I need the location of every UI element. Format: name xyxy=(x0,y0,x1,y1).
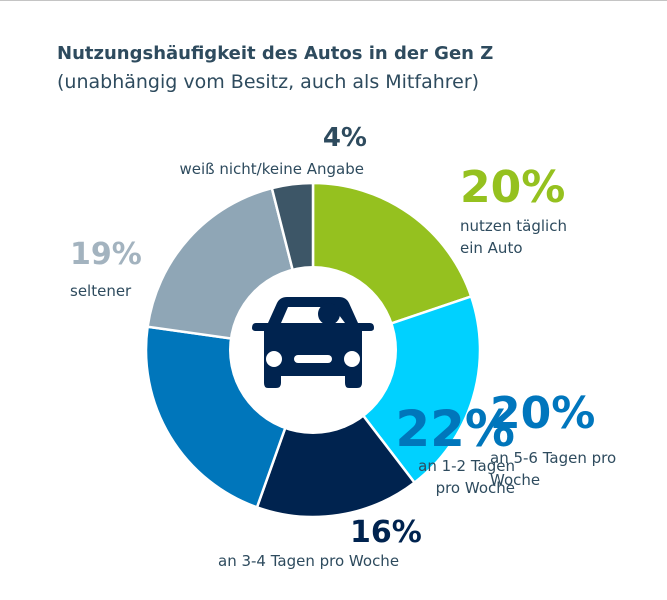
donut-slice-2 xyxy=(255,347,417,519)
car-with-driver-icon xyxy=(252,297,374,388)
slice-category-label: nutzen täglich ein Auto xyxy=(460,215,567,259)
chart-subtitle: (unabhängig vom Besitz, auch als Mitfahr… xyxy=(57,71,480,93)
slice-category-label: an 1-2 Tagen pro Woche xyxy=(418,455,515,499)
slice-category-label: weiß nicht/keine Angabe xyxy=(179,158,364,180)
slice-percent-label: 22% xyxy=(395,400,515,458)
slice-label-line: an 1-2 Tagen xyxy=(418,457,515,475)
slice-category-label: seltener xyxy=(70,280,131,302)
slice-category-label: an 3-4 Tagen pro Woche xyxy=(218,550,399,572)
slice-label-line: weiß nicht/keine Angabe xyxy=(179,160,364,178)
top-divider xyxy=(0,0,667,1)
chart-title-block: Nutzungshäufigkeit des Autos in der Gen … xyxy=(57,40,493,96)
slice-label-line: Woche xyxy=(490,471,541,489)
slice-label-line: an 3-4 Tagen pro Woche xyxy=(218,552,400,570)
slice-label-line: seltener xyxy=(70,282,132,300)
slice-percent-label: 20% xyxy=(460,162,566,213)
slice-percent-label: 4% xyxy=(322,123,367,153)
slice-label-line: ein Auto xyxy=(460,239,523,257)
slice-percent-label: 19% xyxy=(70,237,142,272)
slice-label-line: nutzen täglich xyxy=(460,217,567,235)
slice-category-label: an 5-6 Tagen pro Woche xyxy=(490,447,616,491)
slice-percent-label: 20% xyxy=(490,388,596,439)
slice-percent-label: 16% xyxy=(350,515,422,550)
slice-label-line: pro Woche xyxy=(435,479,515,497)
slice-label-line: an 5-6 Tagen pro xyxy=(490,449,617,467)
chart-title: Nutzungshäufigkeit des Autos in der Gen … xyxy=(57,43,494,64)
